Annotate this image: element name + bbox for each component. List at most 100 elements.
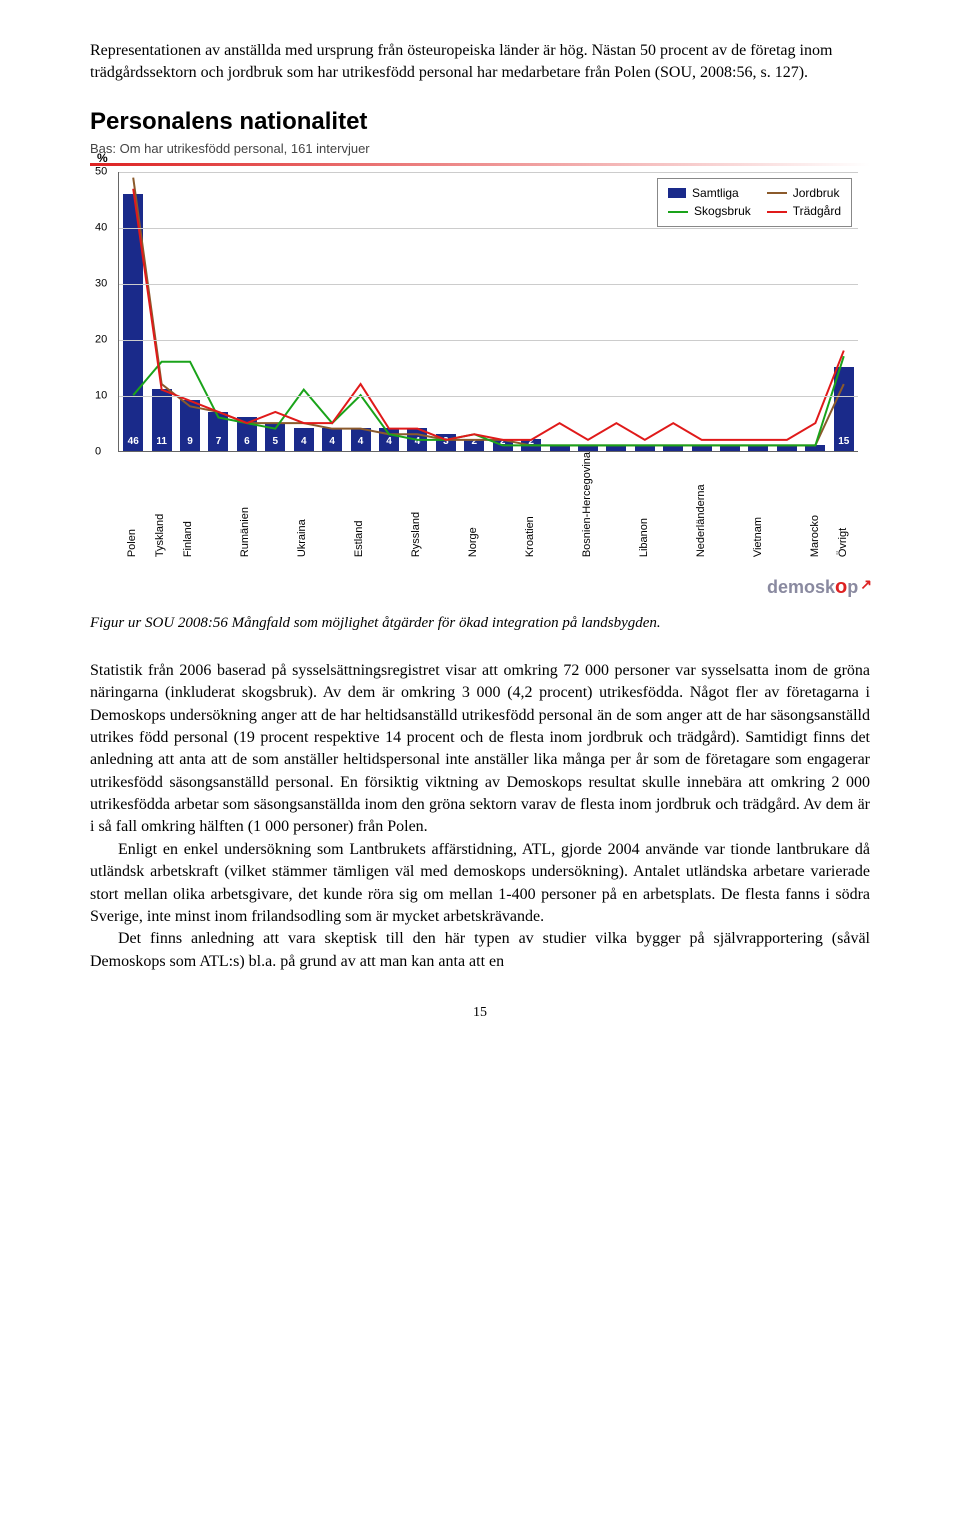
bar-slot [545,172,573,451]
demoskop-logo: demoskop↗ [90,573,870,601]
x-tick-label [317,452,345,561]
chart-divider [90,163,870,166]
bar-slot: 4 [346,172,374,451]
x-tick-label: Polen [118,452,146,561]
bar-value-label: 3 [443,435,449,449]
x-tick-label [659,452,687,561]
bar-slot: 15 [830,172,858,451]
bar-slot [744,172,772,451]
x-tick-label [203,452,231,561]
bar-slot: 9 [176,172,204,451]
chart-title: Personalens nationalitet [90,105,870,139]
bar-slot: 4 [318,172,346,451]
bar [720,445,740,451]
gridline [119,172,858,173]
bar-value-label: 46 [128,435,139,449]
bar [663,445,683,451]
body-paragraph-1: Statistik från 2006 baserad på sysselsät… [90,660,870,839]
page-number: 15 [90,1003,870,1023]
bar: 11 [152,389,172,450]
bar: 2 [521,439,541,450]
figure-caption: Figur ur SOU 2008:56 Mångfald som möjlig… [90,613,870,634]
bar [550,445,570,451]
bar-value-label: 5 [273,435,279,449]
x-tick-label: Libanon [630,452,658,561]
bar [606,445,626,451]
bar-slot: 2 [517,172,545,451]
chart-subtitle: Bas: Om har utrikesfödd personal, 161 in… [90,140,870,158]
bar-value-label: 6 [244,435,250,449]
bar-slot: 11 [147,172,175,451]
bar [777,445,797,451]
bar: 5 [265,423,285,451]
bar-slot: 2 [460,172,488,451]
bar-slot [574,172,602,451]
x-tick-label: Övrigt [830,452,858,561]
bar-slot: 4 [290,172,318,451]
x-tick-label [602,452,630,561]
bar-value-label: 2 [528,435,534,449]
x-tick-label: Estland [346,452,374,561]
bar-value-label: 2 [500,435,506,449]
gridline [119,396,858,397]
bar [748,445,768,451]
bar-value-label: 4 [301,435,307,449]
bar-slot: 4 [403,172,431,451]
bar-slot: 2 [488,172,516,451]
bar-value-label: 9 [187,435,193,449]
x-tick-label [773,452,801,561]
x-tick-label: Ukraina [289,452,317,561]
bar-slot: 3 [432,172,460,451]
x-tick-label [260,452,288,561]
gridline [119,284,858,285]
y-tick-label: 30 [95,276,107,291]
bar-slot [602,172,630,451]
bar-slot [716,172,744,451]
bar-value-label: 2 [471,435,477,449]
x-axis-labels: PolenTysklandFinland Rumänien Ukraina Estla… [118,452,858,561]
y-tick-label: 10 [95,388,107,403]
x-tick-label: Bosnien-Hercegovina [574,452,602,561]
bar: 46 [123,194,143,451]
x-tick-label: Ryssland [403,452,431,561]
bar: 3 [436,434,456,451]
x-tick-label: Rumänien [232,452,260,561]
bar-slot [687,172,715,451]
bar: 15 [834,367,854,451]
x-tick-label [488,452,516,561]
x-tick-label [716,452,744,561]
bar-value-label: 11 [156,435,167,449]
bar: 6 [237,417,257,450]
gridline [119,340,858,341]
bar-slot [631,172,659,451]
y-tick-label: 40 [95,220,107,235]
gridline [119,228,858,229]
bar [635,445,655,451]
bar-slot: 7 [204,172,232,451]
chart-plot-area: % Samtliga Jordbruk Skogsbruk Trädgård 4… [118,172,858,452]
nationality-chart: Personalens nationalitet Bas: Om har utr… [90,105,870,561]
x-tick-label: Vietnam [744,452,772,561]
bar-slot: 6 [233,172,261,451]
bar: 2 [493,439,513,450]
intro-paragraph: Representationen av anställda med urspru… [90,40,870,85]
bar-slot [773,172,801,451]
bars-container: 4611976544444322215 [119,172,858,451]
x-tick-label: Finland [175,452,203,561]
x-tick-label: Kroatien [517,452,545,561]
y-tick-label: 20 [95,332,107,347]
x-tick-label: Tyskland [146,452,174,561]
bar: 2 [464,439,484,450]
bar: 4 [322,428,342,450]
bar: 4 [407,428,427,450]
x-tick-label [431,452,459,561]
bar-slot: 4 [375,172,403,451]
bar-slot: 46 [119,172,147,451]
bar: 4 [294,428,314,450]
y-tick-label: 0 [95,444,101,459]
x-tick-label [545,452,573,561]
bar-slot [659,172,687,451]
bar-value-label: 4 [386,435,392,449]
body-paragraph-3: Det finns anledning att vara skeptisk ti… [90,928,870,973]
bar-value-label: 4 [329,435,335,449]
